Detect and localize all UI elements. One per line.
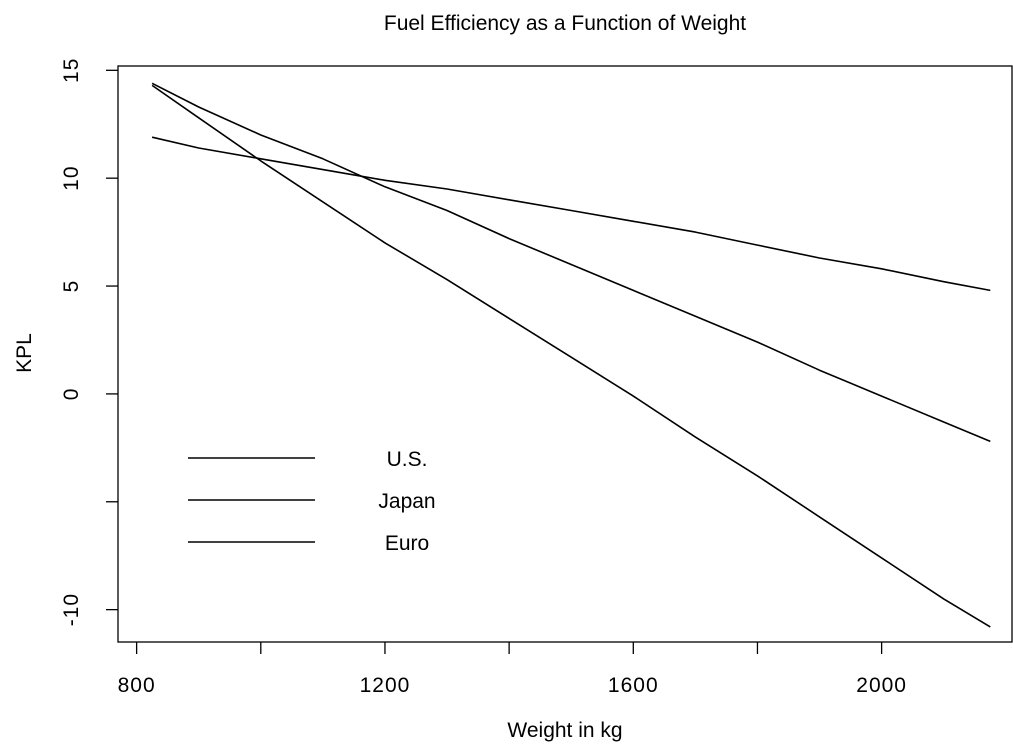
x-tick-label: 1600	[608, 674, 659, 697]
y-tick-label: 15	[60, 58, 83, 83]
x-tick-label: 2000	[856, 674, 907, 697]
x-axis-label: Weight in kg	[507, 719, 622, 742]
x-axis-ticks: 800 1200 1600 2000	[118, 642, 907, 697]
y-tick-label: 10	[60, 166, 83, 191]
y-tick-label: 5	[60, 280, 83, 293]
legend: U.S. Japan Euro	[188, 448, 436, 555]
plot-frame	[117, 65, 1013, 643]
x-tick-label: 800	[118, 674, 156, 697]
legend-label: U.S.	[387, 448, 428, 471]
x-tick-label: 1200	[360, 674, 411, 697]
legend-label: Japan	[378, 490, 435, 513]
series-layer	[151, 82, 991, 628]
series-line-japan	[151, 82, 991, 443]
series-line-us	[151, 136, 991, 292]
series-line-euro	[151, 84, 991, 628]
chart-title: Fuel Efficiency as a Function of Weight	[384, 12, 746, 35]
y-tick-label: -10	[60, 593, 83, 626]
y-tick-label: 0	[60, 388, 83, 401]
y-axis-label: KPL	[13, 333, 36, 373]
y-axis-ticks: 15 10 5 0 -10	[60, 58, 118, 626]
legend-label: Euro	[385, 532, 429, 555]
